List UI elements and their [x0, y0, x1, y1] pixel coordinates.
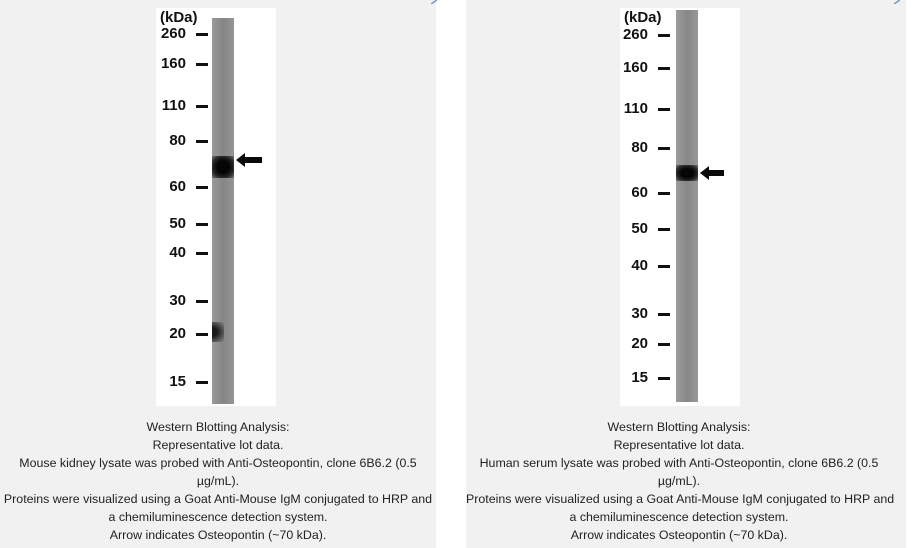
- left-caption-line: µg/mL).: [196, 474, 240, 488]
- right-marker-label: 50: [631, 220, 648, 237]
- left-caption-line: Proteins were visualized using a Goat An…: [3, 492, 433, 506]
- left-caption-line: Mouse kidney lysate was probed with Anti…: [19, 456, 417, 470]
- right-marker-4: 60: [596, 183, 676, 203]
- left-marker-2: 110: [134, 96, 214, 116]
- corner-arrow-icon: [894, 0, 900, 4]
- left-marker-tick: [196, 140, 208, 143]
- left-marker-label: 60: [169, 178, 186, 195]
- left-marker-label: 40: [169, 244, 186, 261]
- right-marker-label: 80: [631, 139, 648, 156]
- left-marker-0: 260: [134, 24, 214, 44]
- left-marker-7: 30: [134, 291, 214, 311]
- left-marker-label: 50: [169, 215, 186, 232]
- left-marker-label: 260: [160, 25, 186, 42]
- right-caption-line: Human serum lysate was probed with Anti-…: [479, 456, 879, 470]
- left-marker-tick: [196, 63, 208, 66]
- left-marker-label: 80: [169, 132, 186, 149]
- right-marker-3: 80: [596, 138, 676, 158]
- left-marker-tick: [196, 333, 208, 336]
- left-marker-tick: [196, 223, 208, 226]
- corner-arrow-icon: [431, 0, 437, 4]
- right-marker-tick: [658, 228, 670, 231]
- right-caption-line: Arrow indicates Osteopontin (~70 kDa).: [570, 528, 788, 542]
- left-marker-tick: [196, 381, 208, 384]
- left-caption-line: Representative lot data.: [152, 438, 284, 452]
- left-marker-6: 40: [134, 243, 214, 263]
- left-marker-8: 20: [134, 324, 214, 344]
- left-marker-tick: [196, 252, 208, 255]
- right-marker-label: 260: [622, 26, 648, 43]
- right-caption-line: a chemiluminescence detection system.: [569, 510, 789, 524]
- right-marker-label: 30: [631, 305, 648, 322]
- left-band-70kda: [212, 156, 234, 178]
- right-caption-line: Western Blotting Analysis:: [607, 420, 751, 434]
- right-caption-line: Representative lot data.: [613, 438, 745, 452]
- left-marker-label: 20: [169, 325, 186, 342]
- right-marker-label: 15: [631, 369, 648, 386]
- left-marker-label: 160: [160, 55, 186, 72]
- right-marker-label: 20: [631, 335, 648, 352]
- left-marker-tick: [196, 186, 208, 189]
- right-marker-tick: [658, 147, 670, 150]
- right-marker-5: 50: [596, 219, 676, 239]
- right-marker-tick: [658, 343, 670, 346]
- left-caption-line: Arrow indicates Osteopontin (~70 kDa).: [109, 528, 327, 542]
- right-marker-tick: [658, 192, 670, 195]
- right-marker-0: 260: [596, 25, 676, 45]
- left-marker-tick: [196, 105, 208, 108]
- right-marker-tick: [658, 34, 670, 37]
- right-arrow-icon: [700, 166, 724, 180]
- right-marker-tick: [658, 265, 670, 268]
- left-caption-line: a chemiluminescence detection system.: [108, 510, 328, 524]
- left-marker-9: 15: [134, 372, 214, 392]
- left-lane: [212, 18, 234, 404]
- right-marker-label: 60: [631, 184, 648, 201]
- left-marker-5: 50: [134, 214, 214, 234]
- right-marker-label: 160: [622, 59, 648, 76]
- left-marker-label: 15: [169, 373, 186, 390]
- right-marker-6: 40: [596, 256, 676, 276]
- left-marker-4: 60: [134, 177, 214, 197]
- left-marker-label: 110: [161, 97, 186, 114]
- right-marker-tick: [658, 108, 670, 111]
- left-marker-tick: [196, 33, 208, 36]
- right-caption-line: Proteins were visualized using a Goat An…: [466, 492, 895, 506]
- right-blot-image: (kDa): [620, 8, 740, 406]
- right-marker-1: 160: [596, 58, 676, 78]
- left-caption: Western Blotting Analysis: Representativ…: [0, 418, 436, 544]
- left-blot-image: (kDa): [156, 8, 276, 406]
- right-band-70kda: [676, 165, 698, 181]
- right-marker-tick: [658, 313, 670, 316]
- right-lane: [676, 10, 698, 402]
- right-caption: Western Blotting Analysis: Representativ…: [466, 418, 895, 544]
- right-marker-label: 40: [631, 257, 648, 274]
- right-marker-7: 30: [596, 304, 676, 324]
- right-marker-2: 110: [596, 99, 676, 119]
- left-unit-label: (kDa): [160, 9, 198, 26]
- left-lane-smudge: [212, 322, 224, 342]
- left-marker-label: 30: [169, 292, 186, 309]
- left-arrow-icon: [236, 153, 262, 167]
- right-marker-8: 20: [596, 334, 676, 354]
- right-marker-label: 110: [623, 100, 648, 117]
- left-caption-line: Western Blotting Analysis:: [146, 420, 290, 434]
- right-caption-line: µg/mL).: [657, 474, 701, 488]
- right-marker-9: 15: [596, 368, 676, 388]
- left-marker-1: 160: [134, 54, 214, 74]
- right-unit-label: (kDa): [624, 9, 662, 26]
- left-marker-3: 80: [134, 131, 214, 151]
- right-marker-tick: [658, 67, 670, 70]
- right-marker-tick: [658, 377, 670, 380]
- left-marker-tick: [196, 300, 208, 303]
